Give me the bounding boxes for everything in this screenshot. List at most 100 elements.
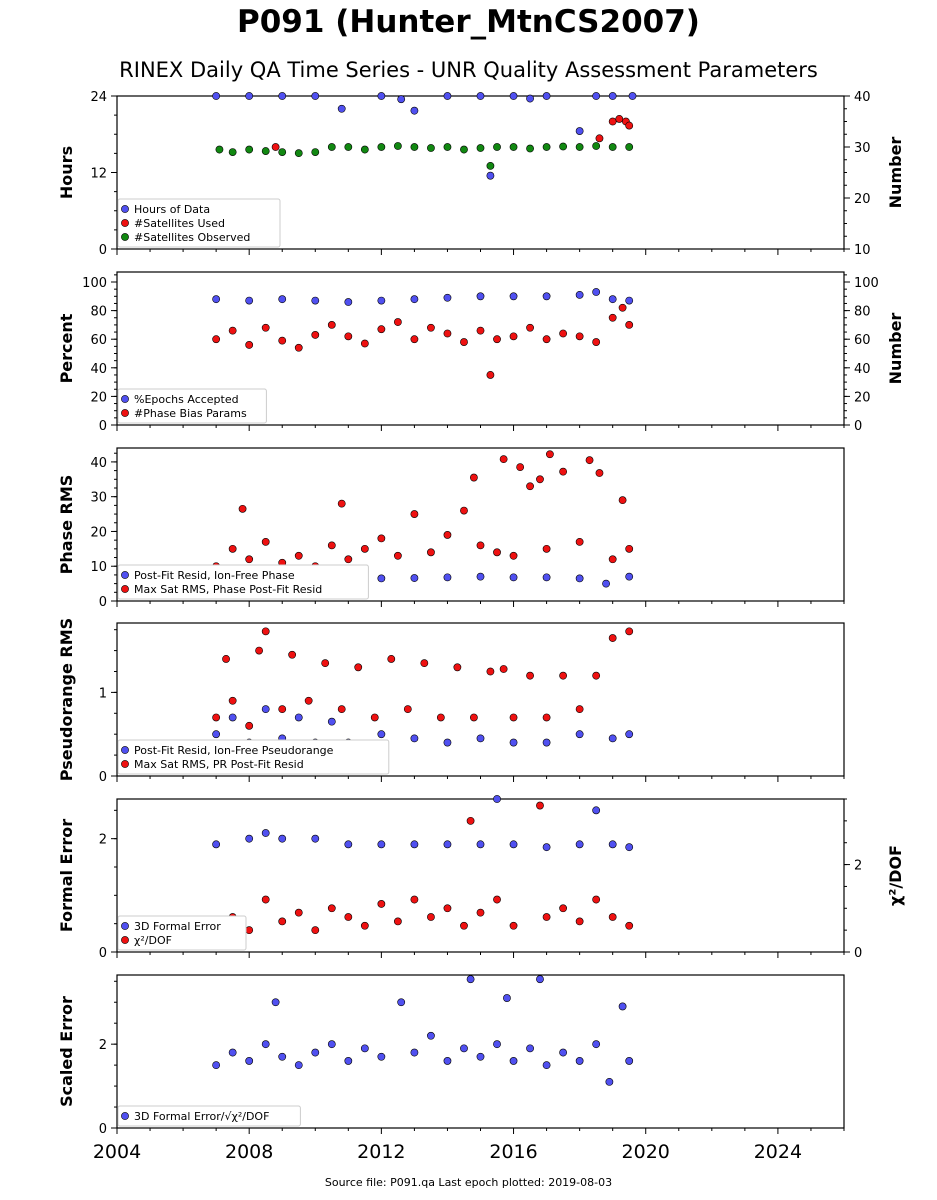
data-point [377, 143, 386, 151]
data-point [337, 499, 346, 508]
legend-label: #Satellites Used [134, 217, 225, 230]
y-tick-label: 40 [90, 362, 107, 377]
figure-title: P091 (Hunter_MtnCS2007) [237, 4, 700, 40]
data-point [321, 659, 330, 668]
legend-marker [121, 760, 129, 768]
data-point [536, 475, 544, 484]
data-point [499, 455, 508, 464]
legend-label: %Epochs Accepted [134, 393, 239, 406]
data-point [360, 544, 369, 553]
data-point [559, 1048, 568, 1057]
data-point [476, 541, 485, 550]
data-point [509, 332, 518, 341]
data-point [542, 738, 551, 747]
data-point [476, 908, 485, 917]
data-point [486, 171, 495, 180]
data-point [592, 338, 601, 346]
data-point [436, 713, 445, 722]
data-point [509, 738, 518, 747]
y2-tick-label: 60 [854, 333, 871, 348]
legend-box [117, 739, 390, 775]
data-point [337, 705, 346, 714]
data-point [377, 900, 386, 908]
plot-frame [116, 974, 845, 1129]
legend-marker [121, 395, 129, 403]
data-point [585, 456, 594, 465]
data-point [245, 721, 254, 730]
data-point [625, 143, 634, 151]
data-point [493, 335, 501, 344]
data-point [575, 840, 584, 849]
data-point [311, 92, 320, 100]
data-point [509, 1057, 518, 1065]
y2-tick-label: 20 [854, 390, 871, 405]
data-point [215, 145, 224, 154]
data-point [493, 795, 501, 803]
y2-tick-label: 0 [854, 419, 862, 434]
legend-box [117, 388, 267, 424]
data-point [228, 544, 237, 553]
data-point [592, 895, 601, 904]
data-point [516, 463, 525, 472]
data-point [608, 117, 617, 126]
data-point [377, 92, 386, 100]
data-point [605, 1077, 614, 1086]
data-point [278, 834, 287, 843]
data-point [344, 298, 353, 306]
legend-label: χ²/DOF [134, 934, 172, 947]
data-point [393, 318, 402, 326]
data-point [427, 323, 435, 332]
data-point [410, 1048, 419, 1057]
legend-label: 3D Formal Error [134, 920, 221, 933]
legend-label: Post-Fit Resid, Ion-Free Pseudorange [134, 744, 334, 757]
data-point [509, 92, 518, 100]
y-tick-label: 20 [90, 390, 107, 405]
data-point [344, 840, 353, 849]
data-point [625, 843, 634, 852]
data-point [592, 92, 601, 100]
data-point [602, 579, 610, 588]
data-point [410, 143, 419, 151]
data-point [278, 1052, 287, 1061]
data-point [410, 574, 419, 582]
data-point [575, 705, 584, 714]
legend-label: 3D Formal Error/√χ²/DOF [134, 1110, 269, 1123]
data-point [370, 713, 379, 722]
data-point [575, 917, 584, 926]
data-point [228, 1048, 237, 1057]
x-tick-label: 2012 [357, 1141, 405, 1163]
data-point [278, 336, 287, 345]
data-point [397, 95, 406, 104]
data-point [427, 1031, 435, 1040]
data-point [608, 295, 617, 304]
data-point [410, 734, 419, 743]
y-tick-label: 2 [99, 1038, 107, 1053]
data-point [608, 92, 617, 100]
y-tick-label: 20 [90, 525, 107, 540]
panel-percent: 0 20 40 60 80 100 0 20 40 60 80 100 Number Percent %Ep… [57, 271, 905, 434]
legend-marker [121, 233, 129, 241]
data-point [443, 904, 452, 913]
data-point [542, 292, 551, 301]
data-point [222, 655, 230, 663]
data-point [393, 551, 402, 560]
panel-scaled: 2004 2008 2012 2016 2020 2024 0 2 Scaled Error 3D… [57, 974, 845, 1163]
data-point [255, 646, 263, 655]
data-point [360, 145, 369, 154]
y-tick-label: 1 [99, 686, 107, 701]
legend-box [117, 198, 281, 248]
data-point [228, 326, 237, 335]
data-point [509, 713, 518, 722]
data-point [466, 816, 475, 825]
data-point [618, 1002, 627, 1011]
data-point [509, 551, 518, 560]
data-point [410, 840, 419, 849]
data-point [443, 329, 452, 338]
legend-label: #Phase Bias Params [134, 407, 247, 420]
data-point [499, 665, 508, 673]
legend-marker [121, 746, 129, 754]
legend-marker [121, 219, 129, 227]
data-point [294, 1061, 303, 1070]
data-point [245, 145, 254, 154]
